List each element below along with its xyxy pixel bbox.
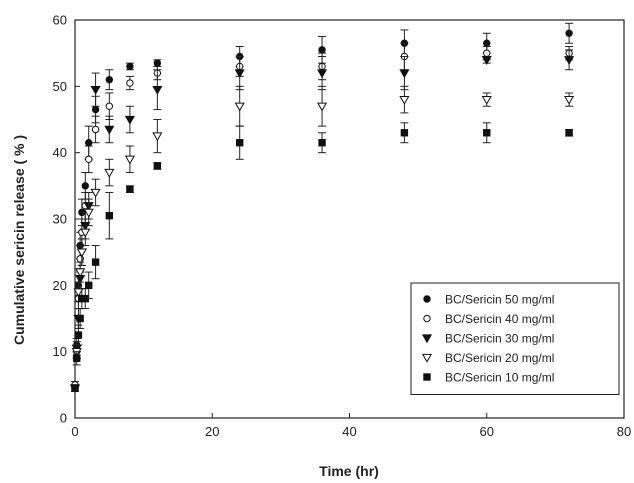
data-point (75, 268, 86, 278)
data-point (400, 129, 409, 137)
legend-label: BC/Sericin 10 mg/ml (445, 371, 554, 385)
data-point (234, 102, 245, 112)
data-point (76, 255, 84, 263)
data-point (85, 139, 93, 147)
data-point (85, 155, 93, 164)
y-tick-label: 0 (60, 411, 67, 426)
data-point (91, 105, 100, 114)
data-point (74, 331, 83, 339)
data-point (90, 86, 101, 95)
x-tick-label: 0 (71, 424, 78, 439)
data-point (234, 69, 245, 79)
x-tick-label: 80 (617, 424, 631, 439)
data-point (81, 182, 89, 190)
x-tick-label: 20 (205, 424, 219, 439)
y-tick-label: 30 (53, 212, 67, 227)
x-tick-label: 60 (480, 424, 494, 439)
legend-item: BC/Sericin 50 mg/ml (423, 293, 554, 307)
data-point (152, 86, 163, 95)
ticks: 0 20 40 60 80 0 10 20 30 40 50 60 (53, 13, 632, 440)
x-tick-label: 40 (342, 424, 356, 439)
data-point (76, 314, 84, 323)
data-point (564, 56, 575, 66)
data-point (90, 188, 101, 198)
data-point (316, 69, 328, 79)
data-point (126, 185, 134, 193)
legend-marker (423, 373, 431, 381)
data-point (73, 354, 81, 363)
data-point (83, 208, 94, 218)
legend-item: BC/Sericin 40 mg/ml (423, 312, 554, 326)
legend-item: BC/Sericin 20 mg/ml (421, 351, 554, 365)
data-point (236, 139, 244, 147)
data-point (481, 56, 492, 66)
series-1 (71, 22, 574, 392)
data-point (124, 115, 135, 125)
y-axis-title: Cumulative sericin release ( % ) (11, 135, 27, 345)
data-point (105, 211, 114, 220)
data-point (126, 62, 134, 71)
data-point (153, 162, 162, 170)
data-point (399, 95, 410, 105)
legend-label: BC/Sericin 30 mg/ml (445, 332, 554, 346)
data-point (105, 76, 114, 84)
legend-label: BC/Sericin 20 mg/ml (445, 351, 554, 365)
series-5 (71, 122, 574, 392)
legend-marker (421, 334, 433, 344)
data-point (91, 125, 100, 134)
data-point (153, 59, 162, 67)
data-point (483, 49, 491, 57)
data-point (483, 39, 491, 47)
legend-marker (423, 295, 431, 303)
data-point (71, 384, 79, 392)
data-point (105, 102, 114, 110)
y-tick-label: 20 (53, 278, 67, 293)
legend-label: BC/Sericin 50 mg/ml (445, 293, 554, 307)
data-point (76, 248, 87, 258)
legend: BC/Sericin 50 mg/ml BC/Sericin 40 mg/ml BC… (410, 282, 620, 395)
data-point (564, 95, 575, 105)
data-point (85, 281, 93, 290)
y-tick-label: 50 (53, 79, 67, 94)
data-point (80, 228, 91, 238)
data-point (104, 125, 115, 135)
data-point (565, 29, 573, 37)
y-tick-label: 10 (53, 344, 67, 359)
legend-label: BC/Sericin 40 mg/ml (445, 312, 554, 326)
data-point (318, 46, 326, 54)
y-tick-label: 40 (53, 145, 67, 160)
legend-marker (421, 353, 433, 363)
legend-box (410, 282, 620, 395)
legend-marker (423, 314, 431, 323)
x-axis-title: Time (hr) (319, 463, 379, 479)
data-point (565, 129, 573, 137)
data-point (126, 79, 134, 87)
data-point (483, 129, 491, 137)
data-point (481, 95, 492, 105)
series-group (69, 22, 575, 394)
y-tick-label: 60 (53, 13, 67, 28)
data-point (152, 132, 163, 142)
data-point (399, 69, 410, 79)
data-point (316, 102, 328, 112)
legend-item: BC/Sericin 10 mg/ml (423, 371, 554, 385)
data-point (91, 258, 100, 266)
data-point (104, 168, 115, 178)
data-point (318, 139, 326, 147)
data-point (124, 155, 135, 165)
legend-item: BC/Sericin 30 mg/ml (421, 332, 554, 346)
